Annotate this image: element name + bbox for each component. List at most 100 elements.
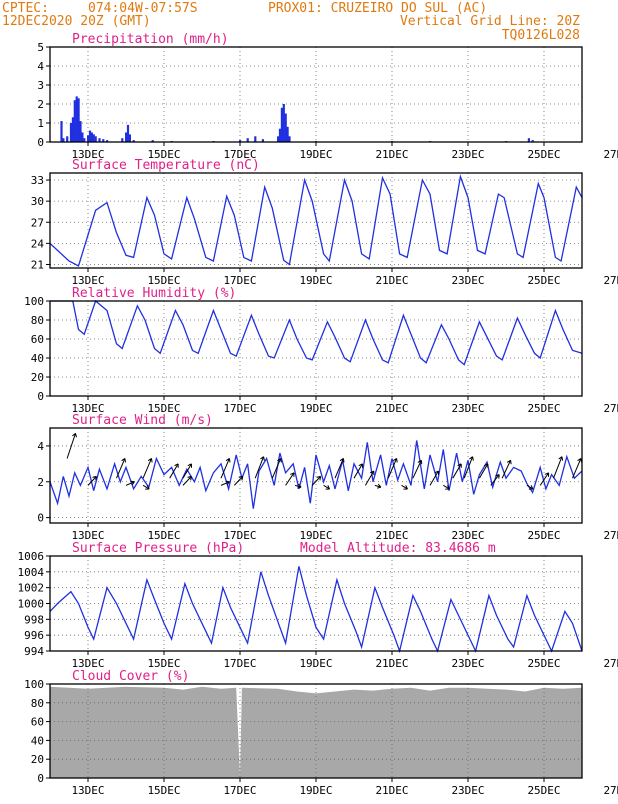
precip-bar bbox=[125, 133, 127, 143]
precip-bar bbox=[285, 114, 287, 143]
y-tick-label: 1 bbox=[37, 117, 44, 130]
x-tick-label: 21DEC bbox=[375, 784, 408, 797]
y-tick-label: 27 bbox=[31, 216, 44, 229]
x-tick-label: 19DEC bbox=[299, 402, 332, 415]
wind-arrow bbox=[183, 476, 191, 485]
precip-bar bbox=[89, 131, 91, 142]
y-tick-label: 60 bbox=[31, 716, 44, 729]
precip-bar bbox=[79, 121, 81, 142]
pres-title: Surface Pressure (hPa) bbox=[72, 541, 244, 556]
y-tick-label: 4 bbox=[37, 60, 44, 73]
x-tick-label: 19DEC bbox=[299, 148, 332, 161]
x-tick-label: 17DEC bbox=[223, 657, 256, 670]
x-tick-label: 21DEC bbox=[375, 148, 408, 161]
wind-arrow bbox=[170, 464, 178, 478]
precip-bar bbox=[78, 98, 80, 142]
y-tick-label: 5 bbox=[37, 41, 44, 54]
precip-bar bbox=[287, 127, 289, 142]
y-tick-label: 0 bbox=[37, 512, 44, 525]
x-tick-label: 23DEC bbox=[451, 784, 484, 797]
y-tick-label: 0 bbox=[37, 772, 44, 785]
y-tick-label: 1004 bbox=[18, 566, 45, 579]
x-tick-label: 23DEC bbox=[451, 657, 484, 670]
y-tick-label: 2 bbox=[37, 476, 44, 489]
header-model-code: TQ0126L028 bbox=[502, 28, 580, 43]
x-tick-label: 27DEC bbox=[603, 784, 618, 797]
x-tick-label: 25DEC bbox=[527, 148, 560, 161]
precip-bar bbox=[95, 136, 97, 142]
wind-arrow bbox=[143, 458, 151, 478]
precip-bar bbox=[66, 136, 68, 142]
x-tick-label: 25DEC bbox=[527, 402, 560, 415]
wind-arrow bbox=[183, 464, 191, 478]
x-tick-label: 27DEC bbox=[603, 274, 618, 287]
y-tick-label: 60 bbox=[31, 333, 44, 346]
header-grid-note: Vertical Grid Line: 20Z bbox=[400, 14, 580, 29]
x-tick-label: 17DEC bbox=[223, 402, 256, 415]
header-date: 12DEC2020 20Z (GMT) bbox=[2, 14, 151, 29]
precip-bar bbox=[288, 136, 290, 142]
x-tick-label: 21DEC bbox=[375, 657, 408, 670]
wind-arrow bbox=[286, 473, 294, 486]
y-tick-label: 0 bbox=[37, 136, 44, 149]
y-tick-label: 20 bbox=[31, 753, 44, 766]
precip-bar bbox=[72, 117, 74, 142]
x-tick-label: 25DEC bbox=[527, 274, 560, 287]
x-tick-label: 25DEC bbox=[527, 784, 560, 797]
precip-bar bbox=[60, 121, 62, 142]
model-altitude-label: Model Altitude: 83.4686 m bbox=[300, 541, 496, 556]
precip-title: Precipitation (mm/h) bbox=[72, 32, 229, 47]
y-tick-label: 20 bbox=[31, 371, 44, 384]
precip-bar bbox=[127, 125, 129, 142]
y-tick-label: 998 bbox=[24, 613, 44, 626]
x-tick-label: 25DEC bbox=[527, 529, 560, 542]
temp-title: Surface Temperature (nC) bbox=[72, 158, 260, 173]
y-tick-label: 80 bbox=[31, 314, 44, 327]
wind-arrow bbox=[554, 457, 562, 479]
y-tick-label: 30 bbox=[31, 195, 44, 208]
x-tick-label: 19DEC bbox=[299, 784, 332, 797]
y-tick-label: 996 bbox=[24, 629, 44, 642]
y-tick-label: 40 bbox=[31, 352, 44, 365]
x-tick-label: 27DEC bbox=[603, 657, 618, 670]
x-tick-label: 23DEC bbox=[451, 402, 484, 415]
y-tick-label: 1002 bbox=[18, 582, 45, 595]
cloud-title: Cloud Cover (%) bbox=[72, 669, 189, 684]
precip-bar bbox=[283, 104, 285, 142]
x-tick-label: 19DEC bbox=[299, 274, 332, 287]
wind-title: Surface Wind (m/s) bbox=[72, 413, 213, 428]
x-tick-label: 27DEC bbox=[603, 402, 618, 415]
x-tick-label: 25DEC bbox=[527, 657, 560, 670]
y-tick-label: 80 bbox=[31, 697, 44, 710]
precip-bar bbox=[70, 123, 72, 142]
x-tick-label: 21DEC bbox=[375, 274, 408, 287]
x-tick-label: 13DEC bbox=[71, 784, 104, 797]
precip-bar bbox=[277, 136, 279, 142]
rh-line bbox=[50, 301, 582, 365]
y-tick-label: 21 bbox=[31, 258, 44, 271]
x-tick-label: 23DEC bbox=[451, 148, 484, 161]
precip-bar bbox=[93, 134, 95, 142]
x-tick-label: 15DEC bbox=[147, 784, 180, 797]
precip-bar bbox=[254, 136, 256, 142]
x-tick-label: 19DEC bbox=[299, 657, 332, 670]
y-tick-label: 1000 bbox=[18, 598, 45, 611]
y-tick-label: 4 bbox=[37, 440, 44, 453]
precip-bar bbox=[81, 133, 83, 143]
x-tick-label: 23DEC bbox=[451, 274, 484, 287]
y-tick-label: 40 bbox=[31, 734, 44, 747]
precip-bar bbox=[281, 108, 283, 142]
wind-line bbox=[50, 441, 582, 509]
y-tick-label: 3 bbox=[37, 79, 44, 92]
precip-bar bbox=[74, 100, 76, 142]
wind-arrow bbox=[234, 476, 242, 485]
wind-arrow bbox=[117, 458, 125, 478]
x-tick-label: 21DEC bbox=[375, 402, 408, 415]
